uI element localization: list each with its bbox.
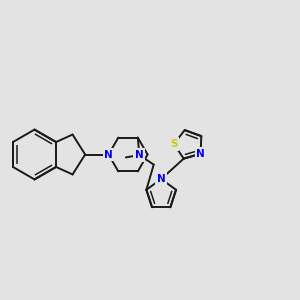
Text: N: N bbox=[104, 149, 113, 160]
Text: N: N bbox=[157, 174, 166, 184]
Text: N: N bbox=[196, 149, 205, 159]
Text: S: S bbox=[170, 139, 178, 149]
Text: N: N bbox=[135, 150, 144, 160]
